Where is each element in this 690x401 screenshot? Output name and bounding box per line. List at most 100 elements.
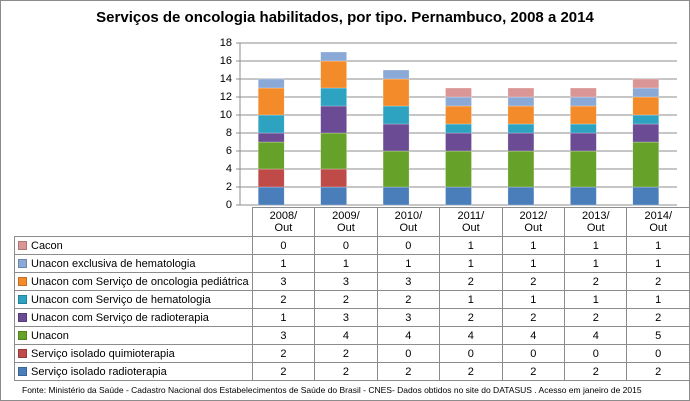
bar-segment xyxy=(632,141,660,188)
bar-segment xyxy=(445,123,472,134)
value-cell: 1 xyxy=(251,254,316,273)
table-row: Unacon 3 4 4 4 4 4 5 xyxy=(14,326,690,345)
bar-segment xyxy=(507,186,535,206)
value-cell: 1 xyxy=(439,290,503,309)
bar-segment xyxy=(632,123,660,143)
bar-segment xyxy=(632,114,660,125)
bar-segment xyxy=(320,186,347,206)
value-cell: 3 xyxy=(251,272,316,291)
table-row: Unacon com Serviço de oncologia pediátri… xyxy=(14,272,690,291)
table-row: Serviço isolado quimioterapia 2 2 0 0 0 0 0 xyxy=(14,344,690,363)
value-cell: 3 xyxy=(314,272,378,291)
legend-cell: Unacon com Serviço de hematologia xyxy=(14,290,253,309)
x-tick-label: 2008/ Out xyxy=(269,210,298,234)
bar-segment xyxy=(632,96,660,116)
legend-swatch xyxy=(18,259,27,269)
y-tick-label: 6 xyxy=(226,145,232,157)
legend-cell: Serviço isolado radioterapia xyxy=(14,362,253,381)
bar-segment xyxy=(320,105,347,134)
bar-segment xyxy=(632,186,660,206)
legend-label: Unacon exclusiva de hematologia xyxy=(31,257,196,270)
legend-cell: Cacon xyxy=(14,236,253,255)
bar-segment xyxy=(445,105,472,125)
value-cell: 1 xyxy=(626,236,690,255)
value-cell: 1 xyxy=(501,254,566,273)
table-header-row: 2008/ Out 2009/ Out 2010/ Out 2011/ Out 2012… xyxy=(14,207,690,237)
bar-segment xyxy=(382,105,410,125)
bar-segment xyxy=(445,96,472,107)
bar-segment xyxy=(257,186,285,206)
value-cell: 2 xyxy=(564,362,628,381)
bar-segment xyxy=(570,96,597,107)
value-cell: 2 xyxy=(314,362,378,381)
y-tick-label: 4 xyxy=(226,163,232,175)
value-cell: 1 xyxy=(564,254,628,273)
table-row: Unacon exclusiva de hematologia 1 1 1 1 1 1 1 xyxy=(14,254,690,273)
value-cell: 3 xyxy=(376,272,441,291)
bar-segment xyxy=(257,168,285,188)
legend-swatch xyxy=(18,295,27,305)
category-cell: 2012/ Out xyxy=(501,207,566,237)
value-cell: 2 xyxy=(626,308,690,327)
value-cell: 4 xyxy=(501,326,566,345)
category-cell: 2011/ Out xyxy=(439,207,503,237)
bar-segment xyxy=(570,105,597,125)
legend-swatch xyxy=(18,313,27,323)
value-cell: 2 xyxy=(251,344,316,363)
value-cell: 4 xyxy=(564,326,628,345)
value-cell: 0 xyxy=(376,236,441,255)
legend-label: Unacon xyxy=(31,329,69,342)
legend-swatch xyxy=(18,277,27,287)
legend-swatch xyxy=(18,331,27,341)
bar-segment xyxy=(507,123,535,134)
value-cell: 0 xyxy=(501,344,566,363)
legend-cell: Unacon com Serviço de oncologia pediátri… xyxy=(14,272,253,291)
table-row: Unacon com Serviço de hematologia 2 2 2 1 1 1 1 xyxy=(14,290,690,309)
table-row: Serviço isolado radioterapia 2 2 2 2 2 2 2 xyxy=(14,362,690,381)
legend-label: Cacon xyxy=(31,239,63,252)
value-cell: 2 xyxy=(564,272,628,291)
bar-segment xyxy=(257,87,285,116)
value-cell: 1 xyxy=(564,236,628,255)
legend-swatch xyxy=(18,241,27,251)
value-cell: 2 xyxy=(626,362,690,381)
bar-segment xyxy=(570,150,597,188)
data-table: 2008/ Out 2009/ Out 2010/ Out 2011/ Out 2012… xyxy=(14,207,690,381)
bar-segment xyxy=(507,96,535,107)
category-cell: 2013/ Out xyxy=(564,207,628,237)
value-cell: 2 xyxy=(251,290,316,309)
x-tick-label: 2014/ Out xyxy=(644,210,672,234)
value-cell: 2 xyxy=(376,362,441,381)
bar-segment xyxy=(507,150,535,188)
value-cell: 1 xyxy=(251,308,316,327)
legend-label: Unacon com Serviço de hematologia xyxy=(31,293,211,306)
y-tick-label: 18 xyxy=(220,37,232,49)
bar-segment xyxy=(570,87,597,98)
value-cell: 4 xyxy=(439,326,503,345)
bar-segment xyxy=(632,78,660,89)
value-cell: 4 xyxy=(376,326,441,345)
bar-segment xyxy=(445,132,472,152)
value-cell: 2 xyxy=(439,272,503,291)
value-cell: 0 xyxy=(251,236,316,255)
value-cell: 1 xyxy=(564,290,628,309)
source-note: Fonte: Ministério da Saúde - Cadastro Na… xyxy=(22,385,642,395)
legend-swatch xyxy=(18,367,27,377)
y-tick-label: 12 xyxy=(220,91,232,103)
value-cell: 1 xyxy=(439,254,503,273)
bar-segment xyxy=(382,123,410,152)
value-cell: 4 xyxy=(314,326,378,345)
y-tick-label: 2 xyxy=(226,181,232,193)
value-cell: 2 xyxy=(501,272,566,291)
value-cell: 5 xyxy=(626,326,690,345)
bar-segment xyxy=(320,87,347,107)
value-cell: 1 xyxy=(501,236,566,255)
value-cell: 1 xyxy=(501,290,566,309)
legend-swatch xyxy=(18,349,27,359)
bar-segment xyxy=(257,141,285,170)
value-cell: 0 xyxy=(314,236,378,255)
bar-segment xyxy=(257,78,285,89)
bar-segment xyxy=(320,168,347,188)
legend-cell: Unacon exclusiva de hematologia xyxy=(14,254,253,273)
